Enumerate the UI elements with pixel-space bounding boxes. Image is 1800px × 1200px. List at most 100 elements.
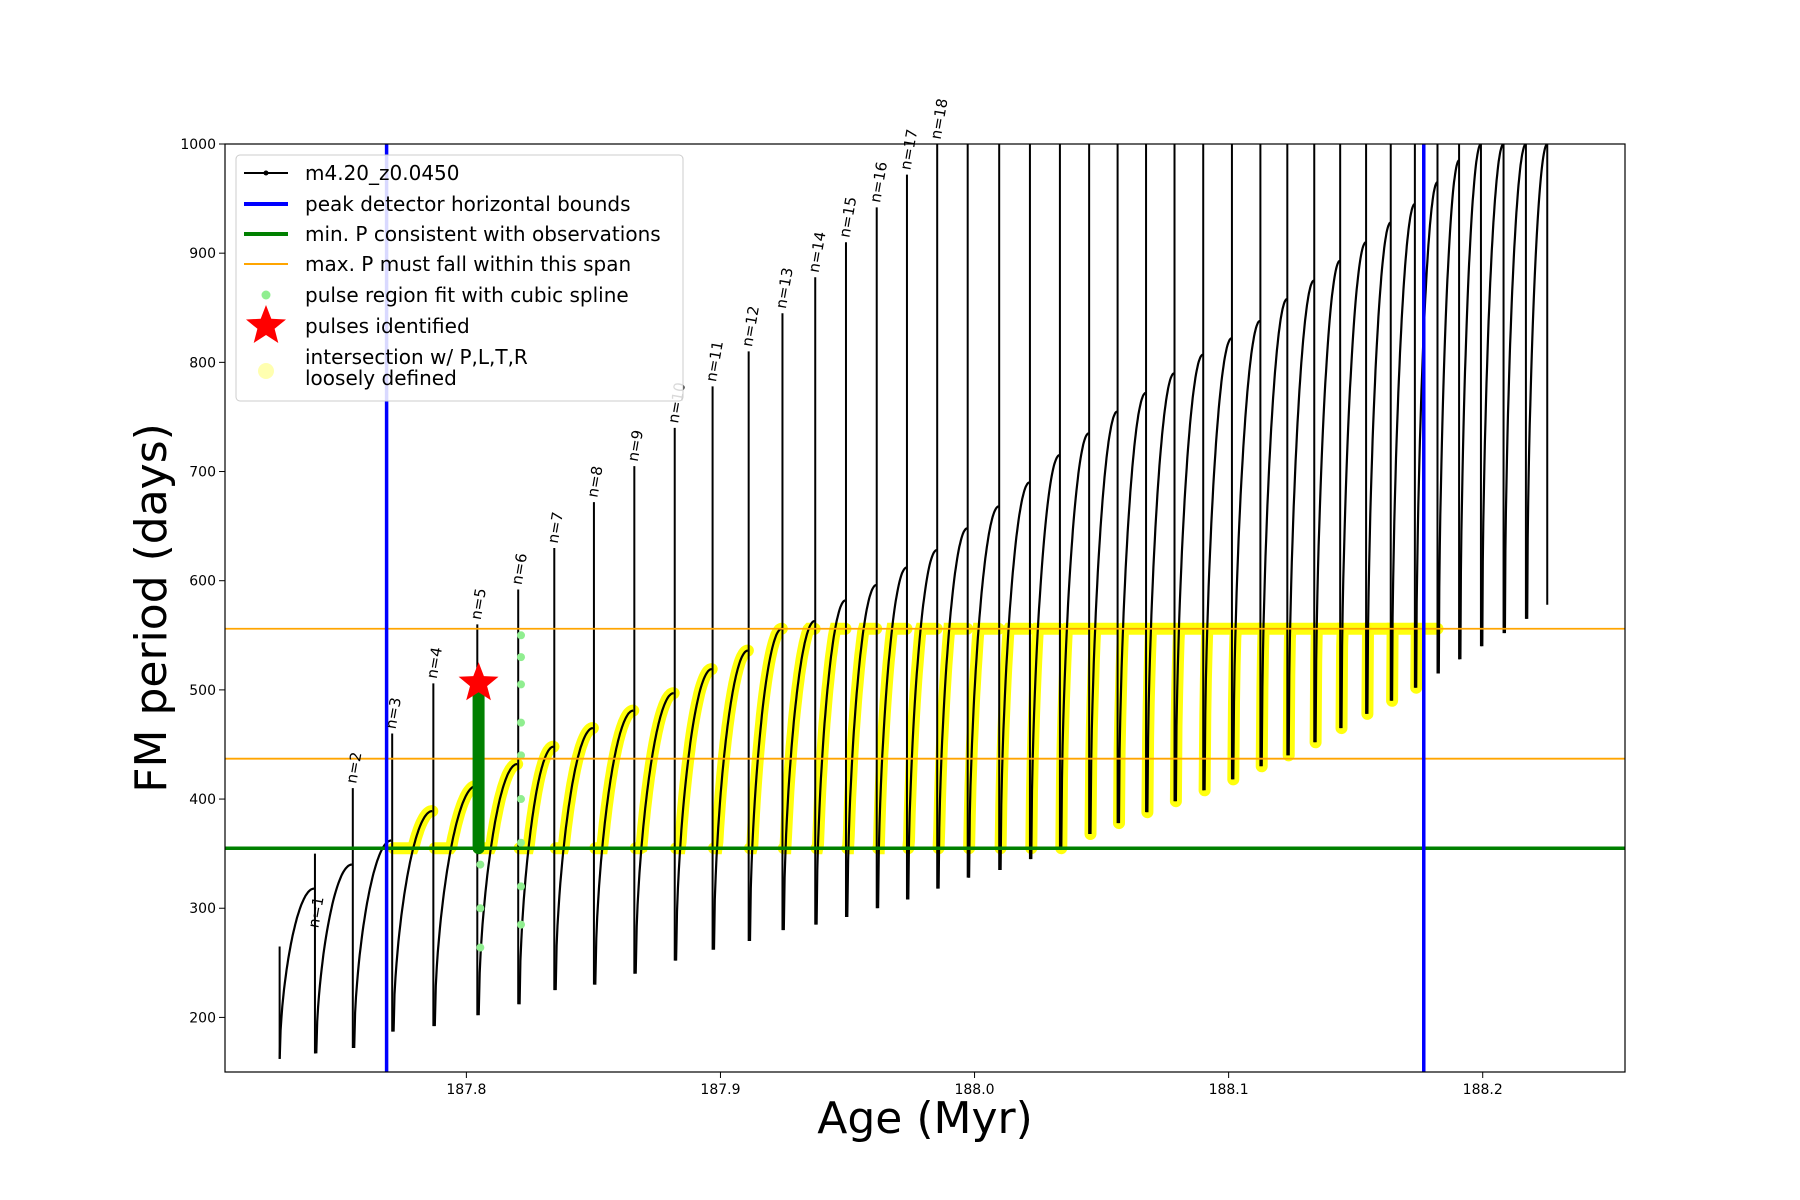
y-tick-label: 700 bbox=[189, 465, 216, 481]
y-tick-label: 500 bbox=[189, 683, 216, 699]
legend-item: max. P must fall within this span bbox=[244, 252, 631, 276]
x-tick-label: 188.1 bbox=[1209, 1082, 1249, 1098]
y-tick-label: 300 bbox=[189, 901, 216, 917]
model-track-segment bbox=[999, 481, 1030, 871]
model-track-segment bbox=[1415, 181, 1438, 688]
model-track-segment bbox=[1526, 144, 1548, 619]
model-track-segment bbox=[1287, 279, 1315, 756]
model-track-segment bbox=[968, 505, 999, 878]
model-track-segment bbox=[1232, 319, 1261, 780]
y-tick-label: 400 bbox=[189, 792, 216, 808]
spline-point bbox=[517, 653, 526, 662]
model-track-segment bbox=[1060, 432, 1090, 849]
pulse-label: n=5 bbox=[467, 587, 490, 621]
y-tick-label: 600 bbox=[189, 574, 216, 590]
pulse-identified-star bbox=[458, 662, 499, 701]
x-axis-title: Age (Myr) bbox=[817, 1093, 1033, 1144]
pulse-label: n=1 bbox=[304, 895, 327, 929]
legend-label: min. P consistent with observations bbox=[305, 222, 661, 246]
x-tick-label: 188.2 bbox=[1463, 1082, 1503, 1098]
pulse-label: n=4 bbox=[423, 646, 446, 680]
spline-point bbox=[517, 920, 526, 929]
legend-item: peak detector horizontal bounds bbox=[244, 192, 631, 216]
model-track-segment bbox=[1030, 454, 1060, 860]
legend-item: min. P consistent with observations bbox=[244, 222, 661, 246]
y-tick-label: 1000 bbox=[180, 137, 216, 153]
spline-point bbox=[517, 631, 526, 640]
model-track-segment bbox=[907, 549, 938, 900]
legend-dot-icon bbox=[263, 170, 269, 176]
pulse-label: n=9 bbox=[624, 429, 647, 463]
model-track-segment bbox=[1314, 259, 1341, 743]
legend-item: pulses identified bbox=[246, 305, 470, 343]
spline-point bbox=[517, 838, 526, 847]
spline-point bbox=[476, 904, 485, 913]
model-track-segment bbox=[433, 784, 477, 1027]
x-tick-label: 187.9 bbox=[700, 1082, 740, 1098]
model-track-segment bbox=[518, 745, 554, 1005]
legend-label: pulse region fit with cubic spline bbox=[305, 283, 629, 307]
pulse-label: n=2 bbox=[342, 751, 365, 785]
model-track-segment bbox=[477, 763, 518, 1016]
model-track-segment bbox=[1459, 144, 1482, 660]
pulse-label: n=3 bbox=[382, 696, 405, 730]
spline-point bbox=[476, 860, 485, 869]
spline-points-layer bbox=[476, 631, 526, 952]
model-track-segment bbox=[748, 627, 783, 942]
legend-label: peak detector horizontal bounds bbox=[305, 192, 631, 216]
spline-point bbox=[517, 751, 526, 760]
model-track-segment bbox=[815, 599, 846, 925]
pulse-label: n=8 bbox=[583, 465, 606, 499]
x-axis: 187.8 187.9 188.0 188.1 188.2 bbox=[446, 1072, 1503, 1098]
spline-point bbox=[517, 882, 526, 891]
plot-area bbox=[225, 144, 1625, 1072]
legend-label: m4.20_z0.0450 bbox=[305, 161, 460, 185]
model-track-segment bbox=[554, 727, 594, 991]
legend-box bbox=[235, 154, 684, 402]
model-track-segment bbox=[634, 692, 674, 974]
y-axis: 200 300 400 500 600 700 800 900 1000 bbox=[180, 137, 225, 1026]
pulse-label: n=7 bbox=[544, 510, 567, 544]
model-track-segment bbox=[782, 620, 815, 931]
legend-dot-icon bbox=[261, 290, 271, 300]
model-track-segment bbox=[1366, 221, 1391, 714]
model-track-segment bbox=[877, 566, 907, 909]
model-track-segment bbox=[1481, 144, 1504, 647]
model-track-segment bbox=[1117, 391, 1147, 824]
legend-dot-icon bbox=[258, 363, 274, 379]
model-track-segment bbox=[675, 668, 712, 961]
y-tick-label: 200 bbox=[189, 1010, 216, 1026]
model-track-segment bbox=[937, 527, 968, 889]
spline-point bbox=[517, 795, 526, 804]
model-track-segment bbox=[1340, 241, 1367, 729]
legend-label: intersection w/ P,L,T,R bbox=[305, 345, 528, 369]
legend-star-icon bbox=[246, 305, 286, 343]
model-track-segment bbox=[315, 863, 352, 1054]
y-tick-label: 900 bbox=[189, 246, 216, 262]
legend-label-line2: loosely defined bbox=[305, 366, 457, 390]
model-track-segment bbox=[1146, 372, 1175, 813]
model-track-segment bbox=[1437, 159, 1460, 674]
spline-point bbox=[517, 718, 526, 727]
model-track-segment bbox=[1391, 203, 1416, 701]
model-track-segment bbox=[1203, 337, 1232, 791]
model-track-layer bbox=[278, 144, 1549, 1059]
model-track-segment bbox=[1174, 353, 1204, 802]
y-axis-title: FM period (days) bbox=[126, 423, 177, 793]
x-tick-label: 188.0 bbox=[954, 1082, 994, 1098]
pulse-label: n=6 bbox=[508, 552, 531, 586]
model-track-segment bbox=[1503, 144, 1527, 634]
model-track-segment bbox=[1089, 410, 1118, 835]
legend-item: pulse region fit with cubic spline bbox=[261, 283, 629, 307]
x-tick-label: 187.8 bbox=[446, 1082, 486, 1098]
legend-item: m4.20_z0.0450 bbox=[244, 161, 460, 185]
plot-frame bbox=[224, 143, 1626, 1073]
model-track-segment bbox=[278, 887, 315, 1059]
model-track-segment bbox=[712, 649, 749, 950]
legend-label: pulses identified bbox=[305, 314, 470, 338]
spline-point bbox=[476, 943, 485, 952]
model-track-segment bbox=[1260, 297, 1288, 767]
